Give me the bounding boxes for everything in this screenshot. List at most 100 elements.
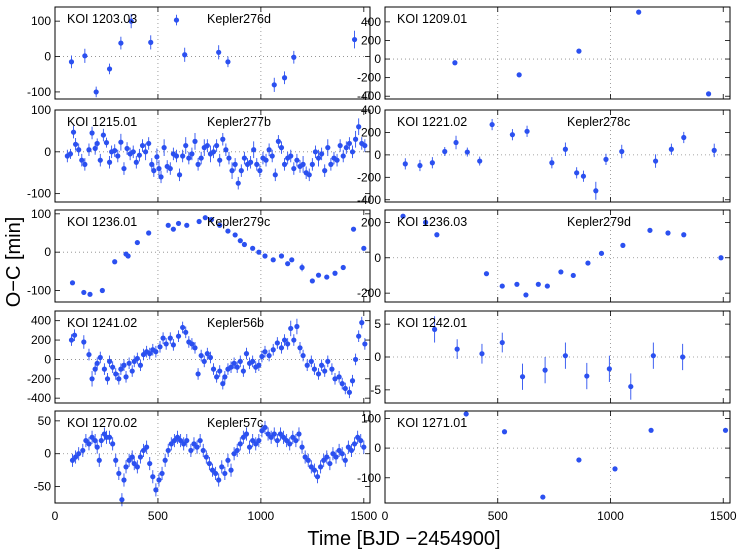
data-point (322, 368, 328, 374)
plot-frame (54, 410, 371, 504)
y-tick-label: -50 (34, 480, 52, 494)
data-point (195, 371, 201, 377)
data-point (540, 494, 546, 500)
data-point (150, 474, 156, 480)
data-point (106, 159, 113, 165)
data-point (124, 145, 130, 152)
data-point (294, 157, 300, 163)
data-point (134, 464, 140, 470)
data-point (489, 121, 495, 128)
y-tick-label: 100 (31, 103, 51, 117)
data-point (311, 366, 318, 372)
data-point (452, 60, 458, 66)
data-point (197, 437, 203, 444)
x-tick-label: 500 (148, 509, 168, 523)
data-point (182, 52, 188, 58)
planet-label: Kepler279c (207, 215, 270, 229)
data-point (711, 147, 717, 153)
data-point (309, 278, 315, 284)
data-point (584, 373, 590, 379)
data-point (299, 444, 305, 450)
data-point (71, 332, 78, 338)
data-point (299, 264, 305, 271)
data-point (129, 368, 135, 374)
data-point (198, 352, 204, 359)
data-point (288, 153, 294, 159)
data-point (98, 437, 104, 444)
y-axis-title: O−C [min] (3, 217, 25, 308)
data-point (186, 155, 192, 161)
data-point (342, 385, 348, 392)
data-point (170, 342, 176, 348)
data-point (454, 346, 460, 352)
data-point (319, 151, 325, 157)
data-point (171, 437, 178, 444)
chart-panel-7: -400 -200 0 200 400 KOI 1241.02 Kepler56b (27, 310, 371, 405)
x-tick-label: 1000 (597, 509, 624, 523)
data-point (96, 457, 102, 463)
data-point (665, 230, 671, 236)
koi-label: KOI 1236.03 (397, 215, 467, 229)
data-point (278, 253, 285, 259)
y-tick-label: -200 (357, 71, 381, 85)
data-point (570, 272, 576, 279)
y-tick-label: -5 (370, 383, 381, 397)
y-tick-label: 200 (361, 125, 381, 139)
data-point (269, 153, 275, 159)
data-point (139, 142, 146, 149)
data-point (434, 232, 440, 238)
data-point (339, 381, 345, 387)
y-tick-label: -400 (357, 193, 381, 207)
data-point (235, 180, 241, 186)
data-point (499, 339, 505, 346)
data-point (220, 136, 226, 142)
data-point (251, 147, 257, 153)
data-point (300, 352, 306, 359)
data-point (352, 356, 359, 363)
data-point (238, 168, 244, 174)
data-point (289, 257, 295, 263)
data-point (123, 374, 129, 380)
data-point (240, 434, 246, 440)
data-point (146, 140, 152, 147)
data-point (72, 141, 79, 147)
data-point (93, 89, 99, 95)
data-point (362, 142, 368, 149)
plot-frame (54, 310, 371, 404)
y-tick-label: 200 (361, 215, 381, 229)
data-point (287, 441, 293, 447)
data-point (210, 149, 217, 155)
data-point (76, 147, 82, 153)
data-point (153, 349, 159, 355)
data-point (278, 345, 285, 351)
data-point (358, 437, 364, 444)
data-point (222, 374, 228, 380)
koi-label: KOI 1209.01 (397, 12, 467, 26)
data-point (291, 165, 297, 172)
data-point (349, 378, 356, 384)
x-tick-label: 1000 (248, 509, 275, 523)
data-point (681, 134, 687, 141)
data-point (82, 53, 88, 59)
data-point (501, 429, 508, 435)
data-point (110, 441, 116, 447)
data-point (463, 411, 469, 417)
data-point (192, 345, 198, 351)
data-point (453, 139, 459, 146)
data-point (304, 362, 310, 368)
plot-frame (384, 109, 731, 203)
data-point (112, 259, 118, 265)
data-point (231, 360, 237, 366)
data-point (278, 145, 285, 151)
data-point (156, 477, 162, 483)
plot-frame (384, 410, 731, 504)
data-point (234, 364, 240, 370)
data-point (196, 218, 202, 225)
data-point (340, 153, 346, 159)
data-point (69, 457, 76, 463)
planet-label: Kepler57c (207, 416, 263, 430)
data-point (173, 17, 180, 23)
data-point (647, 227, 653, 233)
data-point (195, 161, 201, 167)
